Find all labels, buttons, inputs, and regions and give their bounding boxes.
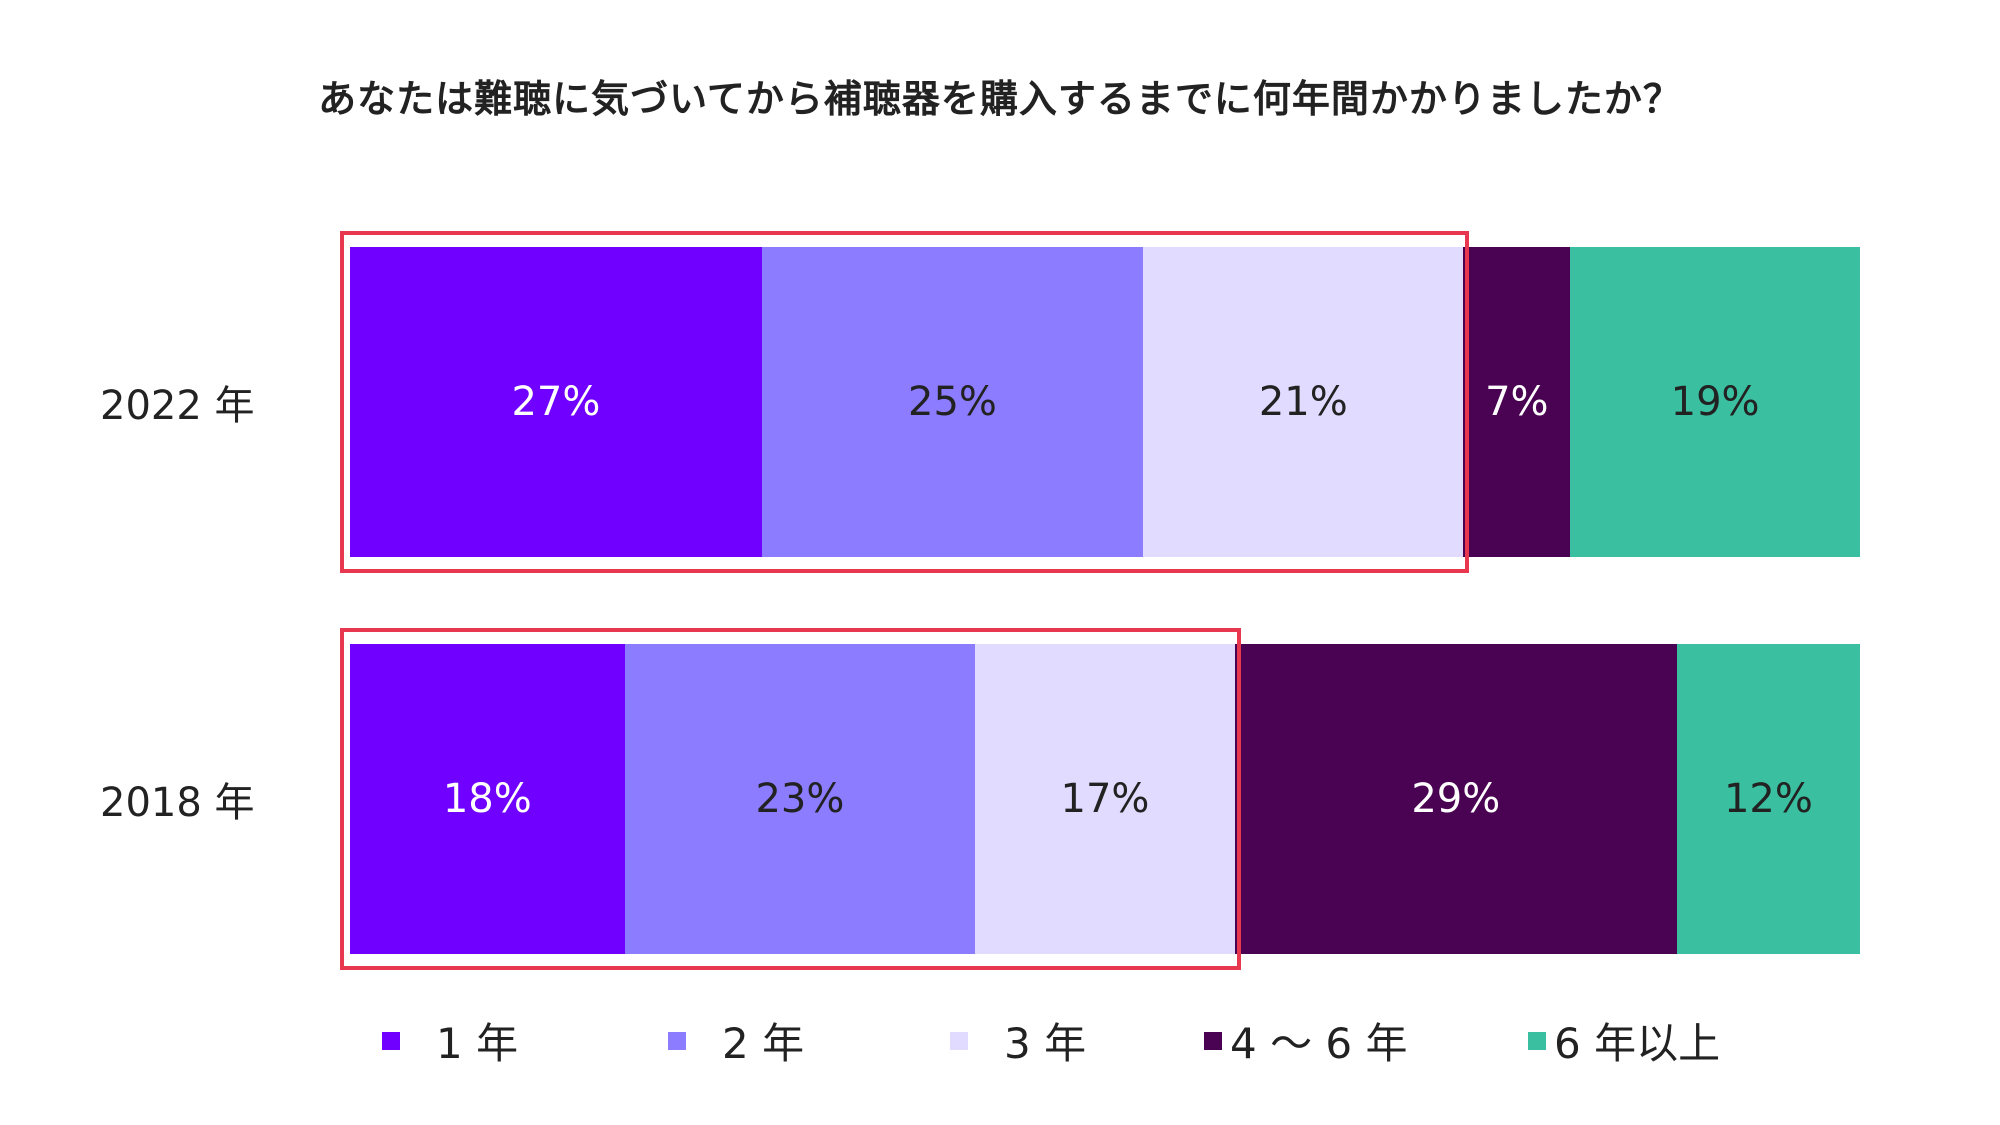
legend-swatch <box>382 1031 400 1050</box>
bar-row: 27% 25% 21% 7% 19% <box>350 247 1860 557</box>
bar-row: 18% 23% 17% 29% 12% <box>350 644 1860 954</box>
bar-segment: 27% <box>350 247 762 557</box>
legend-label: 3 年 <box>1004 1019 1087 1068</box>
legend-item: 4 ～ 6 年 <box>1204 1010 1408 1071</box>
bar-segment: 25% <box>761 247 1144 557</box>
data-label: 19% <box>1670 379 1760 425</box>
legend-swatch <box>1528 1031 1546 1050</box>
data-label: 18% <box>442 776 532 822</box>
category-label: 2018 年 <box>100 780 255 826</box>
bar-segment: 18% <box>350 644 625 954</box>
data-label: 7% <box>1485 379 1549 425</box>
category-label: 2022 年 <box>100 383 255 429</box>
bar-segment: 21% <box>1143 247 1464 557</box>
bar-segment: 19% <box>1570 247 1860 557</box>
legend-item: 3 年 <box>950 1010 1086 1071</box>
legend-swatch <box>668 1031 686 1050</box>
legend-label: 6 年以上 <box>1554 1019 1721 1068</box>
highlight-box <box>340 231 1470 573</box>
data-label: 25% <box>908 379 997 425</box>
bar-segment: 23% <box>624 644 976 954</box>
data-label: 17% <box>1060 776 1150 822</box>
data-label: 21% <box>1258 379 1348 425</box>
bar-segment: 7% <box>1463 247 1571 557</box>
data-label: 12% <box>1723 776 1813 822</box>
legend-item: 6 年以上 <box>1528 1010 1720 1071</box>
data-label: 27% <box>511 379 601 425</box>
legend-item: 2 年 <box>668 1010 804 1071</box>
highlight-box <box>340 628 1241 970</box>
legend-swatch <box>950 1031 968 1050</box>
legend-label: 4 ～ 6 年 <box>1230 1019 1408 1068</box>
legend-label: 1 年 <box>436 1019 519 1068</box>
bar-segment: 29% <box>1234 644 1677 954</box>
legend-swatch <box>1204 1031 1222 1050</box>
bar-segment: 17% <box>975 644 1235 954</box>
chart-title: あなたは難聴に気づいてから補聴器を購入するまでに何年間かかりましたか？ <box>318 77 1682 121</box>
data-label: 29% <box>1411 776 1501 822</box>
legend-label: 2 年 <box>722 1019 805 1068</box>
data-label: 23% <box>755 776 845 822</box>
bar-segment: 12% <box>1676 644 1860 954</box>
legend-item: 1 年 <box>382 1010 518 1071</box>
